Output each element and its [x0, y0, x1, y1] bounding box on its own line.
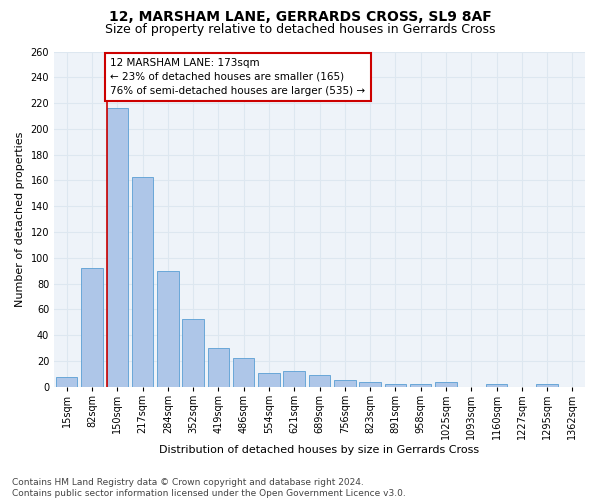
Text: Size of property relative to detached houses in Gerrards Cross: Size of property relative to detached ho… [105, 22, 495, 36]
Text: 12, MARSHAM LANE, GERRARDS CROSS, SL9 8AF: 12, MARSHAM LANE, GERRARDS CROSS, SL9 8A… [109, 10, 491, 24]
Bar [107, 108, 128, 387]
Bar [435, 382, 457, 387]
Bar [258, 372, 280, 387]
Y-axis label: Number of detached properties: Number of detached properties [15, 132, 25, 307]
Bar [283, 372, 305, 387]
Text: Contains HM Land Registry data © Crown copyright and database right 2024.
Contai: Contains HM Land Registry data © Crown c… [12, 478, 406, 498]
Bar [410, 384, 431, 387]
Bar [208, 348, 229, 387]
Bar [182, 318, 204, 387]
Bar [385, 384, 406, 387]
Bar [157, 271, 179, 387]
Bar [486, 384, 507, 387]
Bar [359, 382, 381, 387]
Bar [81, 268, 103, 387]
Bar [309, 376, 330, 387]
Bar [334, 380, 356, 387]
Bar [536, 384, 558, 387]
Bar [132, 176, 153, 387]
Bar [233, 358, 254, 387]
Bar [56, 376, 77, 387]
X-axis label: Distribution of detached houses by size in Gerrards Cross: Distribution of detached houses by size … [160, 445, 479, 455]
Text: 12 MARSHAM LANE: 173sqm
← 23% of detached houses are smaller (165)
76% of semi-d: 12 MARSHAM LANE: 173sqm ← 23% of detache… [110, 58, 365, 96]
